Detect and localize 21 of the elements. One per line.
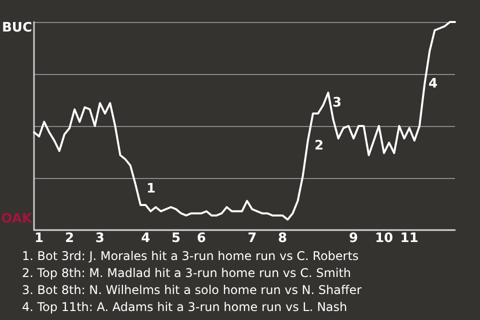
text: OAK xyxy=(1,212,33,226)
text: 4. Top 11th: A. Adams hit a 3-run home run vs L. Nash xyxy=(22,300,348,314)
x-tick-label: 5 xyxy=(172,231,181,246)
x-tick-label: 7 xyxy=(248,231,257,246)
text: 3. Bot 8th: N. Wilhelms hit a solo home run vs N. Shaffer xyxy=(22,283,362,297)
x-tick-label: 2 xyxy=(64,231,74,246)
annotation: 2 xyxy=(314,138,324,154)
x-tick-label: 11 xyxy=(400,231,418,246)
text: 1. Bot 3rd: J. Morales hit a 3-run home run vs C. Roberts xyxy=(22,249,359,263)
x-tick-label: 8 xyxy=(278,231,288,246)
annotation: 4 xyxy=(428,76,438,92)
x-tick-label: 9 xyxy=(349,231,358,246)
x-tick-label: 4 xyxy=(141,231,150,246)
annotation: 1 xyxy=(146,182,156,196)
x-tick-label: 1 xyxy=(34,231,44,246)
x-tick-label: 6 xyxy=(196,231,206,246)
text: 2. Top 8th: M. Madlad hit a 3-run home run vs C. Smith xyxy=(22,266,352,280)
annotation: 3 xyxy=(332,96,342,110)
x-tick-label: 3 xyxy=(95,231,104,246)
text: BUC xyxy=(2,20,32,36)
x-tick-label: 10 xyxy=(374,231,394,246)
